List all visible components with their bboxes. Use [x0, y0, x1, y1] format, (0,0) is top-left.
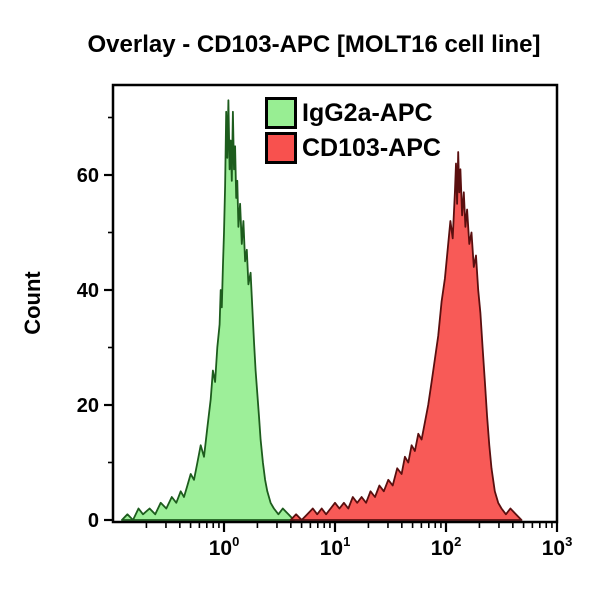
x-tick-label: 102 [431, 534, 462, 560]
histogram-curve-green [121, 99, 295, 521]
x-tick-label: 101 [320, 534, 351, 560]
legend-label: IgG2a-APC [302, 99, 433, 127]
legend-swatch-green [265, 97, 297, 129]
y-tick-label: 60 [77, 165, 99, 187]
y-tick-label: 40 [77, 280, 99, 302]
x-tick-label: 103 [542, 534, 573, 560]
y-tick-label: 0 [88, 510, 99, 532]
plot-frame [111, 83, 559, 524]
legend-label: CD103-APC [302, 134, 441, 162]
legend-item-cd103: CD103-APC [265, 132, 441, 164]
legend: IgG2a-APC CD103-APC [265, 97, 441, 167]
x-tick-label: 100 [209, 534, 240, 560]
legend-item-igg2a: IgG2a-APC [265, 97, 441, 129]
chart-title: Overlay - CD103-APC [MOLT16 cell line] [87, 31, 541, 58]
y-tick-label: 20 [77, 395, 99, 417]
legend-swatch-red [265, 132, 297, 164]
histogram-curve-red [289, 151, 523, 521]
